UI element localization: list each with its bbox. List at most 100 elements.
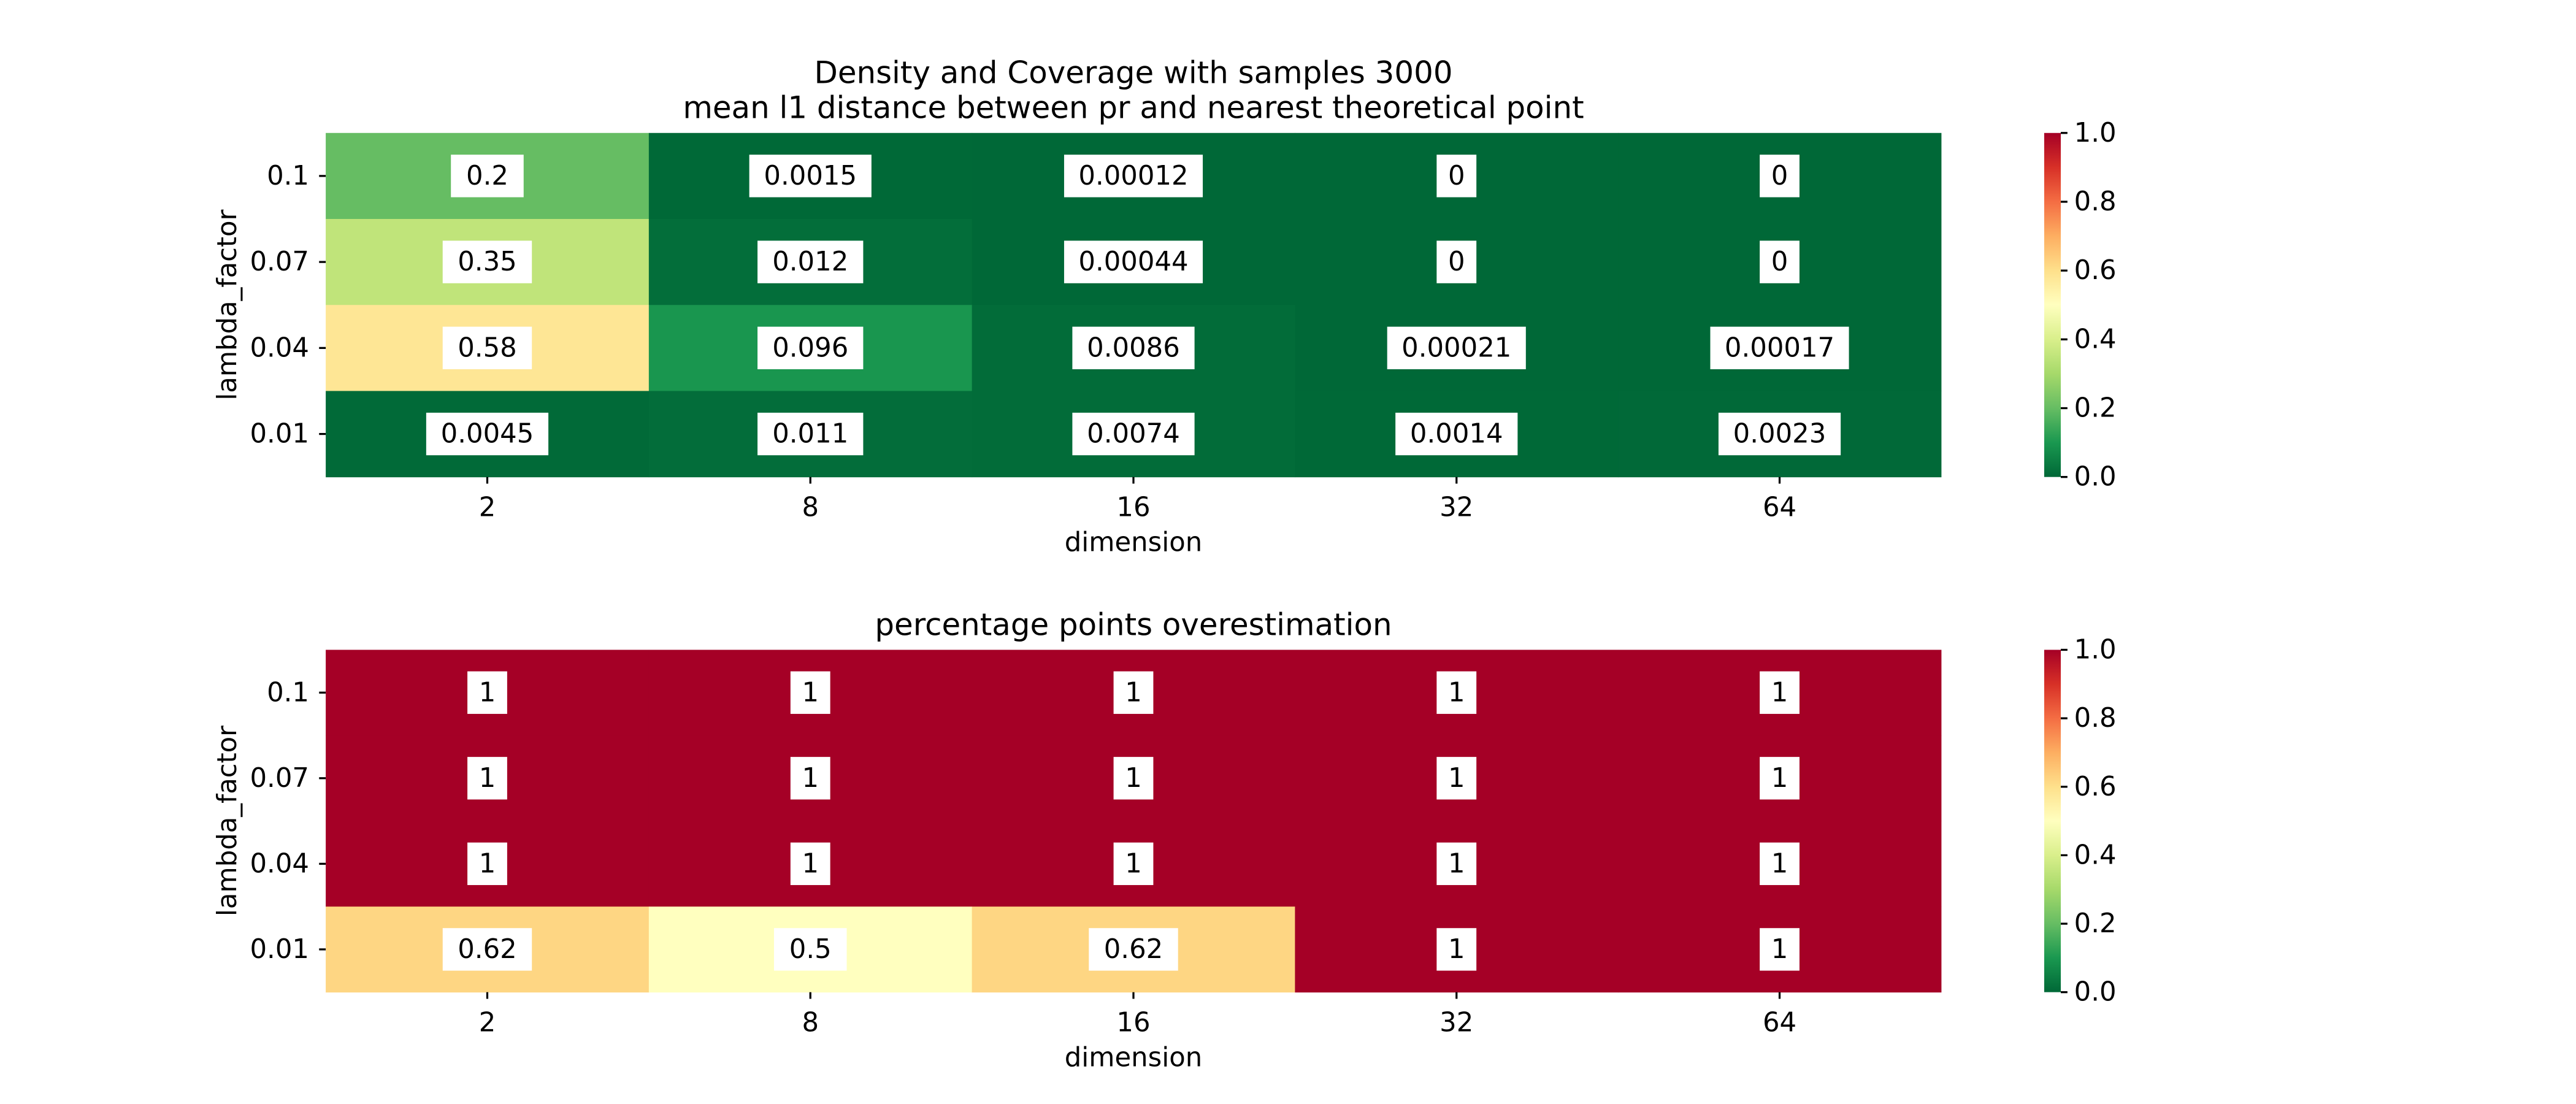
cell-label-box [467, 671, 507, 714]
colorbar-tick-label: 0.0 [2074, 462, 2117, 493]
cell-label-box [1072, 412, 1195, 456]
cell-value-label: 0.096 [772, 332, 848, 363]
cell-label-box [757, 326, 864, 370]
cell-label-box [1760, 757, 1800, 800]
y-tick-label: 0.01 [250, 419, 309, 450]
y-tick-label: 0.04 [250, 848, 309, 879]
cell-label-box [1710, 326, 1849, 370]
cell-label-box [1113, 757, 1154, 800]
cell-label-box [1760, 928, 1800, 971]
y-tick-label: 0.04 [250, 332, 309, 363]
heatmap-panel-1: Density and Coverage with samples 3000me… [212, 55, 2116, 558]
colorbar-tick-label: 0.0 [2074, 977, 2117, 1008]
cell-value-label: 1 [479, 677, 496, 708]
cell-value-label: 0.62 [1104, 934, 1163, 965]
x-tick-label: 64 [1763, 1008, 1796, 1038]
y-axis-label: lambda_factor [212, 210, 243, 401]
cell-value-label: 1 [1771, 763, 1788, 794]
cell-label-box [442, 928, 532, 971]
cell-label-box [1436, 842, 1477, 886]
cell-value-label: 0.0014 [1410, 419, 1503, 450]
cell-value-label: 1 [1448, 763, 1465, 794]
cell-value-label: 0.00017 [1725, 332, 1834, 363]
cell-label-box [1760, 842, 1800, 886]
cell-label-box [1436, 757, 1477, 800]
cell-value-label: 0.2 [466, 161, 508, 191]
cell-value-label: 0.011 [772, 419, 848, 450]
cell-value-label: 0.58 [458, 332, 517, 363]
x-axis-label: dimension [1065, 527, 1203, 558]
cell-value-label: 0.5 [789, 934, 832, 965]
cell-label-box [442, 326, 532, 370]
cell-value-label: 0.0015 [764, 161, 857, 191]
x-tick-label: 2 [479, 493, 496, 523]
cell-value-label: 0.012 [772, 247, 848, 277]
colorbar-tick-label: 0.2 [2074, 393, 2117, 423]
cell-value-label: 0.62 [458, 934, 517, 965]
cell-value-label: 0.35 [458, 247, 517, 277]
colorbar-tick-label: 0.2 [2074, 908, 2117, 939]
heatmap-panel-2: percentage points overestimation 1 1 1 1 1 1 1 1… [212, 607, 2116, 1073]
y-tick-label: 0.1 [267, 677, 309, 708]
x-axis-label: dimension [1065, 1043, 1203, 1073]
cell-value-label: 1 [802, 677, 819, 708]
colorbar-tick-label: 0.6 [2074, 772, 2117, 802]
cell-label-box [773, 928, 847, 971]
cell-label-box [1760, 155, 1800, 197]
cell-label-box [1436, 155, 1477, 197]
cell-label-box [467, 757, 507, 800]
cell-value-label: 0.00044 [1078, 247, 1188, 277]
cell-label-box [1089, 928, 1178, 971]
cell-value-label: 0.0086 [1087, 332, 1180, 363]
cell-value-label: 0.0045 [441, 419, 534, 450]
x-tick-label: 16 [1116, 1008, 1150, 1038]
cell-value-label: 0 [1448, 161, 1465, 191]
cell-value-label: 0.00012 [1078, 161, 1188, 191]
cell-value-label: 1 [1771, 677, 1788, 708]
cell-value-label: 1 [1771, 848, 1788, 879]
cell-label-box [1760, 671, 1800, 714]
cell-value-label: 1 [479, 763, 496, 794]
cell-label-box [1113, 842, 1154, 886]
colorbar-tick-label: 0.8 [2074, 703, 2117, 734]
cell-label-box [467, 842, 507, 886]
cell-value-label: 0 [1771, 161, 1788, 191]
colorbar [2044, 132, 2061, 477]
cell-label-box [1064, 240, 1203, 283]
cell-value-label: 1 [802, 848, 819, 879]
cell-label-box [1387, 326, 1526, 370]
y-tick-label: 0.1 [267, 161, 309, 191]
cell-value-label: 1 [1125, 763, 1142, 794]
cell-value-label: 0.00021 [1401, 332, 1511, 363]
y-axis-label: lambda_factor [212, 726, 243, 916]
cell-label-box [790, 842, 830, 886]
colorbar-tick-label: 0.4 [2074, 324, 2117, 355]
cell-label-box [1436, 240, 1477, 283]
cell-label-box [790, 671, 830, 714]
y-tick-label: 0.01 [250, 934, 309, 965]
colorbar-tick-label: 0.4 [2074, 840, 2117, 870]
chart-title-line: percentage points overestimation [875, 607, 1392, 642]
colorbar [2044, 650, 2061, 992]
cell-value-label: 1 [1448, 677, 1465, 708]
chart-title-line: mean l1 distance between pr and nearest … [683, 90, 1584, 126]
cell-value-label: 1 [1448, 848, 1465, 879]
cell-label-box [1718, 412, 1841, 456]
cell-value-label: 1 [1771, 934, 1788, 965]
cell-label-box [790, 757, 830, 800]
cell-value-label: 0 [1771, 247, 1788, 277]
cell-value-label: 0.0074 [1087, 419, 1180, 450]
cell-label-box [426, 412, 549, 456]
colorbar-tick-label: 0.6 [2074, 255, 2117, 286]
x-tick-label: 64 [1763, 493, 1796, 523]
cell-value-label: 1 [1448, 934, 1465, 965]
x-tick-label: 16 [1116, 493, 1150, 523]
cell-label-box [1064, 155, 1203, 197]
colorbar-tick-label: 0.8 [2074, 186, 2117, 217]
cell-label-box [757, 240, 864, 283]
y-tick-label: 0.07 [250, 247, 309, 277]
cell-label-box [1436, 671, 1477, 714]
y-tick-label: 0.07 [250, 763, 309, 794]
cell-label-box [1395, 412, 1518, 456]
